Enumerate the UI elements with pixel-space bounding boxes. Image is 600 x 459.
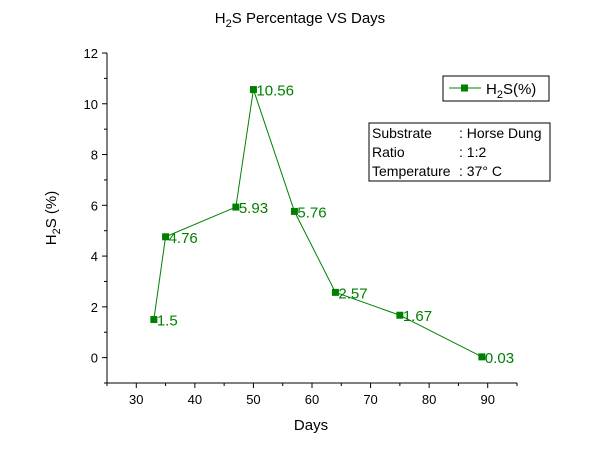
y-tick-label: 10 — [84, 97, 98, 112]
data-point-marker — [478, 353, 486, 361]
chart-title-subscript: 2 — [226, 18, 232, 30]
data-label: 10.56 — [256, 83, 294, 100]
data-point-marker — [396, 311, 404, 319]
info-substrate-key: Substrate — [372, 125, 432, 141]
data-label: 5.76 — [297, 204, 326, 221]
x-tick-label: 90 — [480, 392, 494, 407]
data-label: 2.57 — [338, 285, 367, 302]
y-ticks: 0 2 4 6 8 10 12 — [84, 46, 107, 384]
y-tick-label: 6 — [91, 198, 98, 213]
legend-label-part-2: S(%) — [503, 81, 536, 98]
legend-label-part-1: H — [486, 81, 497, 98]
data-point-marker — [150, 316, 158, 324]
y-axis-title: H2S (%) — [43, 191, 63, 245]
y-axis-title-part-2: S (%) — [43, 191, 60, 229]
chart-title-part-2: S Percentage VS Days — [232, 10, 385, 27]
data-point-marker — [232, 203, 240, 211]
x-tick-label: 70 — [363, 392, 377, 407]
data-label: 0.03 — [485, 350, 514, 367]
chart-title-part-1: H — [215, 10, 226, 27]
x-tick-label: 40 — [188, 392, 202, 407]
x-axis-title: Days — [294, 417, 328, 434]
info-substrate-value: : Horse Dung — [459, 125, 541, 141]
data-label: 1.67 — [403, 308, 432, 325]
y-tick-label: 8 — [91, 148, 98, 163]
x-tick-label: 60 — [305, 392, 319, 407]
y-axis-title-subscript: 2 — [51, 228, 63, 234]
data-point-marker — [249, 86, 257, 94]
x-tick-label: 30 — [129, 392, 143, 407]
data-point-marker — [290, 207, 298, 215]
info-box-frame — [368, 122, 551, 182]
info-temperature-value: : 37° C — [459, 163, 502, 179]
x-tick-label: 50 — [246, 392, 260, 407]
info-box: Substrate : Horse Dung Ratio : 1:2 Tempe… — [368, 122, 551, 182]
x-tick-label: 80 — [422, 392, 436, 407]
info-ratio-key: Ratio — [372, 144, 405, 160]
y-axis-title-part-1: H — [43, 234, 60, 245]
y-tick-label: 4 — [91, 249, 98, 264]
data-label: 4.76 — [169, 230, 198, 247]
x-ticks: 30 40 50 60 70 80 90 — [106, 383, 518, 407]
y-tick-label: 12 — [84, 46, 98, 61]
data-label: 1.5 — [157, 313, 178, 330]
legend-marker — [461, 84, 468, 92]
data-point-marker — [331, 288, 339, 296]
series-h2s: 1.5 4.76 5.93 10.56 5.76 2.57 1.67 0.03 — [150, 83, 514, 367]
legend: H2S(%) — [442, 75, 550, 102]
info-temperature-key: Temperature — [372, 163, 451, 179]
series-line — [153, 89, 483, 358]
info-ratio-value: : 1:2 — [459, 144, 486, 160]
data-label: 5.93 — [239, 200, 268, 217]
y-tick-label: 2 — [91, 300, 98, 315]
legend-label: H2S(%) — [486, 81, 536, 101]
chart-title: H2S Percentage VS Days — [215, 10, 385, 30]
data-point-marker — [162, 233, 170, 241]
legend-label-subscript: 2 — [497, 89, 503, 101]
y-tick-label: 0 — [91, 351, 98, 366]
